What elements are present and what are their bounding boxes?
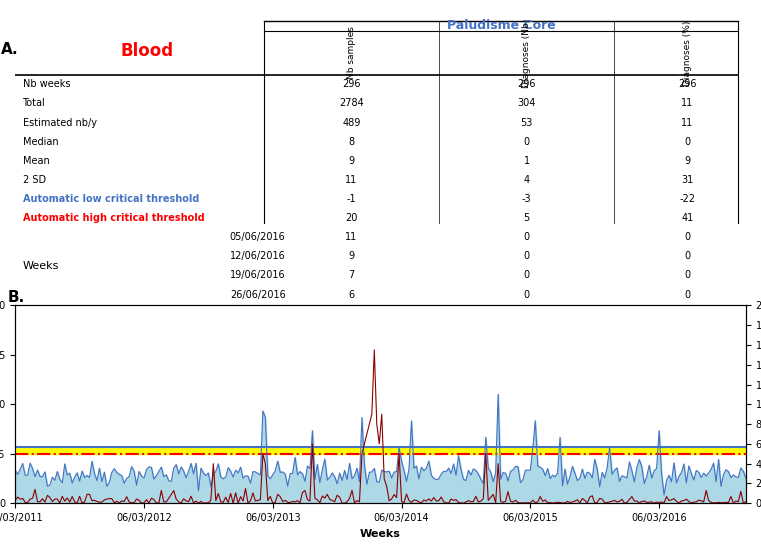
Text: Blood: Blood	[120, 42, 174, 60]
Text: 296: 296	[342, 79, 361, 89]
Text: 6: 6	[349, 290, 355, 300]
Text: 296: 296	[678, 79, 696, 89]
Text: 9: 9	[349, 156, 355, 166]
Text: Automatic low critical threshold: Automatic low critical threshold	[23, 194, 199, 204]
Text: Weeks: Weeks	[23, 261, 59, 271]
Text: 0: 0	[684, 251, 690, 261]
Text: 26/06/2016: 26/06/2016	[230, 290, 285, 300]
Text: Diagnoses (Nb): Diagnoses (Nb)	[522, 18, 531, 87]
Text: 53: 53	[521, 118, 533, 128]
Text: Median: Median	[23, 137, 58, 147]
X-axis label: Weeks: Weeks	[360, 529, 401, 539]
Text: Automatic high critical threshold: Automatic high critical threshold	[23, 213, 204, 223]
Text: Nb weeks: Nb weeks	[23, 79, 70, 89]
Text: 20: 20	[345, 213, 358, 223]
Text: B.: B.	[8, 290, 25, 305]
Text: 1: 1	[524, 156, 530, 166]
Text: 11: 11	[681, 118, 693, 128]
Text: -22: -22	[680, 194, 696, 204]
Text: 0: 0	[524, 251, 530, 261]
Text: 0: 0	[524, 290, 530, 300]
Text: 0: 0	[524, 137, 530, 147]
Text: 41: 41	[681, 213, 693, 223]
Text: 5: 5	[524, 213, 530, 223]
Text: 19/06/2016: 19/06/2016	[230, 270, 285, 280]
Text: 2 SD: 2 SD	[23, 175, 46, 185]
Text: Mean: Mean	[23, 156, 49, 166]
Text: 0: 0	[524, 270, 530, 280]
Text: 489: 489	[342, 118, 361, 128]
Text: 11: 11	[681, 98, 693, 108]
Text: 2784: 2784	[339, 98, 364, 108]
Text: 4: 4	[524, 175, 530, 185]
Text: 9: 9	[684, 156, 690, 166]
Bar	[15, 447, 746, 454]
Text: 31: 31	[681, 175, 693, 185]
Text: Estimated nb/y: Estimated nb/y	[23, 118, 97, 128]
Text: -3: -3	[522, 194, 531, 204]
Text: Total: Total	[23, 98, 45, 108]
Text: 12/06/2016: 12/06/2016	[230, 251, 285, 261]
Text: 7: 7	[348, 270, 355, 280]
Text: 8: 8	[349, 137, 355, 147]
Text: 05/06/2016: 05/06/2016	[230, 232, 285, 242]
Text: 0: 0	[524, 232, 530, 242]
Text: 296: 296	[517, 79, 536, 89]
Text: 0: 0	[684, 290, 690, 300]
Text: Paludisme Core: Paludisme Core	[447, 19, 556, 33]
Text: 0: 0	[684, 270, 690, 280]
Text: 11: 11	[345, 232, 358, 242]
Text: Nb samples: Nb samples	[347, 27, 356, 80]
Text: 0: 0	[684, 137, 690, 147]
Text: 304: 304	[517, 98, 536, 108]
Text: -1: -1	[346, 194, 356, 204]
Text: 11: 11	[345, 175, 358, 185]
Text: A.: A.	[1, 41, 18, 56]
Text: 0: 0	[684, 232, 690, 242]
Text: Diagnoses (%): Diagnoses (%)	[683, 20, 692, 86]
Text: 9: 9	[349, 251, 355, 261]
